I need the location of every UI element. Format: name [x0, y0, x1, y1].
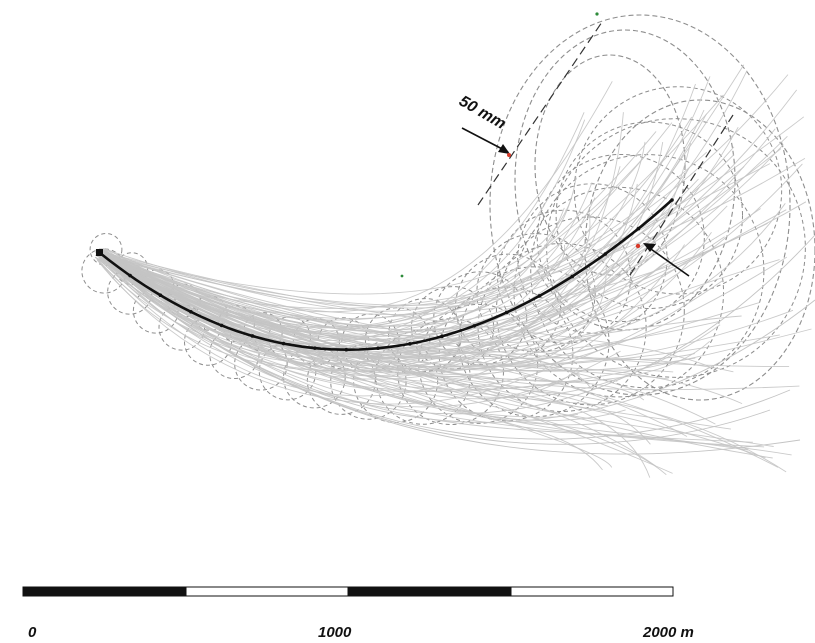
ensemble-track: [96, 258, 665, 397]
ensemble-track: [102, 128, 776, 356]
ensemble-track: [104, 222, 768, 359]
uncertainty-loop: [489, 14, 791, 396]
ensemble-track: [105, 196, 573, 295]
ensemble-track: [94, 254, 643, 343]
ensemble-track: [106, 207, 565, 338]
scale-bar: 0 1000 2000 m: [22, 586, 694, 641]
green-marker: [595, 12, 599, 16]
uncertainty-circle: [555, 121, 744, 309]
observed-track-marker: [344, 347, 349, 352]
scale-label-2000m: 2000 m: [642, 624, 694, 641]
observed-track-marker: [570, 274, 575, 279]
uncertainty-circle: [89, 233, 123, 266]
annotation-50mm: 50 mm: [456, 93, 511, 157]
ensemble-track: [106, 205, 728, 350]
annotation-arrowhead-icon: [498, 144, 510, 154]
ensemble-track: [97, 251, 651, 445]
ensemble-track: [95, 142, 664, 359]
annotation-arrow-shaft: [461, 127, 509, 153]
observed-track-marker: [313, 346, 317, 350]
uncertainty-circle: [546, 118, 806, 378]
observed-track-marker: [250, 334, 255, 338]
ensemble-track: [101, 201, 807, 315]
ensemble-track: [96, 148, 782, 350]
pointer-arrow-shaft: [647, 246, 690, 277]
uncertainty-circle: [495, 216, 685, 406]
ensemble-track: [103, 213, 591, 327]
observed-track-marker: [537, 294, 542, 298]
ensemble-tracks: [94, 64, 815, 478]
ensemble-track: [95, 244, 685, 405]
ensemble-track: [106, 250, 724, 393]
ensemble-track: [102, 197, 596, 350]
observed-track-marker: [281, 341, 286, 346]
pointer-arrow: [635, 243, 690, 277]
observed-track-marker: [440, 334, 444, 339]
start-marker: [96, 249, 103, 256]
ensemble-track: [98, 248, 721, 398]
pointer-red-marker: [635, 243, 641, 249]
uncertainty-circle: [497, 209, 632, 344]
ensemble-track: [98, 258, 621, 408]
ensemble-track: [98, 151, 708, 307]
ensemble-track: [99, 131, 657, 342]
scale-label-0: 0: [28, 624, 37, 641]
ensemble-track: [95, 249, 731, 430]
annotation-label: 50 mm: [456, 93, 508, 133]
ensemble-track: [101, 250, 780, 367]
ensemble-track: [103, 257, 579, 418]
ensemble-track: [98, 141, 646, 356]
pointer-arrowhead-icon: [643, 243, 656, 252]
observed-track-marker: [472, 324, 477, 328]
ensemble-track: [99, 234, 815, 415]
observed-track-marker: [408, 342, 412, 346]
uncertainty-circle: [573, 86, 783, 295]
uncertainty-circle: [536, 153, 705, 323]
observed-track-marker: [670, 198, 674, 202]
observed-track-marker: [189, 310, 193, 314]
observed-track-marker: [158, 293, 163, 298]
uncertainty-circle: [517, 183, 668, 334]
uncertainty-loop: [514, 29, 736, 331]
scale-segment-1: [22, 586, 187, 597]
annotation-red-marker: [507, 153, 511, 157]
ensemble-track: [99, 252, 812, 392]
ensemble-track: [99, 255, 734, 373]
observed-track-marker: [128, 273, 132, 278]
observed-track-marker: [504, 310, 509, 315]
ensemble-track: [101, 122, 673, 312]
ensemble-track: [99, 250, 592, 389]
green-marker: [400, 274, 404, 278]
ensemble-track: [99, 251, 790, 367]
ensemble-track: [103, 81, 613, 313]
scale-segment-4: [510, 586, 674, 597]
observed-track-marker: [376, 346, 380, 351]
observed-track-marker: [636, 226, 641, 231]
observed-track-marker: [219, 323, 224, 328]
scale-segment-3: [347, 586, 512, 597]
scale-label-1000: 1000: [318, 624, 352, 641]
ensemble-track: [96, 258, 743, 405]
observed-track-group: [96, 12, 674, 352]
scale-segment-2: [185, 586, 349, 597]
dashed-guide-line-left: [477, 21, 603, 206]
ensemble-track: [99, 254, 791, 440]
uncertainty-circle: [513, 186, 725, 398]
observed-track-marker: [603, 252, 608, 256]
